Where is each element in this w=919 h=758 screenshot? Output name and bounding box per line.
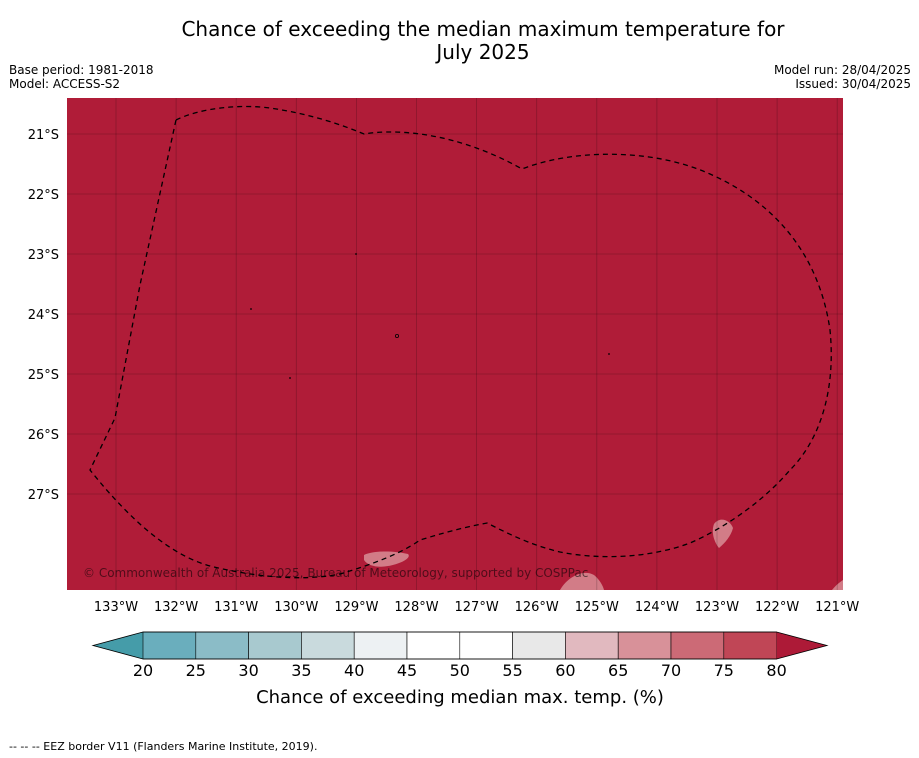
probability-patch (832, 580, 843, 590)
model-name: Model: ACCESS-S2 (9, 77, 121, 91)
title-line-2: July 2025 (436, 40, 530, 64)
colorbar-bin (248, 631, 302, 660)
eez-border (89, 105, 832, 579)
probability-patch (712, 519, 733, 548)
map-title: Chance of exceeding the median maximum t… (0, 18, 919, 64)
colorbar-extend-high (776, 632, 827, 659)
longitude-labels: 133°W 132°W 131°W 130°W 129°W 128°W 127°W 126°W… (94, 600, 860, 615)
island-marker (608, 353, 610, 355)
title-line-1: Chance of exceeding the median maximum t… (181, 17, 785, 41)
colorbar-tick-label: 20 (133, 661, 153, 680)
base-period: Base period: 1981-2018 (9, 63, 154, 77)
map-area (67, 98, 843, 590)
longitude-label: 128°W (394, 600, 438, 615)
issued-date: Issued: 30/04/2025 (795, 77, 911, 91)
colorbar-bin (512, 631, 566, 660)
longitude-label: 131°W (214, 600, 258, 615)
colorbar-tick-label: 50 (450, 661, 470, 680)
model-run-date: Model run: 28/04/2025 (773, 63, 911, 77)
longitude-label: 127°W (455, 600, 499, 615)
colorbar-tick-label: 65 (608, 661, 628, 680)
colorbar-tick-label: 75 (714, 661, 734, 680)
longitude-label: 130°W (274, 600, 318, 615)
longitude-label: 122°W (755, 600, 799, 615)
longitude-label: 126°W (515, 600, 559, 615)
copyright-notice: © Commonwealth of Australia 2025, Bureau… (83, 566, 588, 580)
colorbar-bin (723, 631, 777, 660)
colorbar-ticks: 20 25 30 35 40 45 50 55 60 65 70 75 80 (133, 661, 787, 680)
colorbar-tick-label: 35 (291, 661, 311, 680)
colorbar-tick-label: 45 (397, 661, 417, 680)
latitude-label: 26°S (28, 428, 59, 443)
colorbar-bin (301, 631, 355, 660)
colorbar (91, 631, 829, 660)
probability-patch (560, 572, 604, 590)
colorbar-bin (406, 631, 461, 660)
colorbar-tick-label: 55 (502, 661, 522, 680)
colorbar-tick-label: 80 (766, 661, 786, 680)
island-marker (355, 253, 357, 255)
latitude-label: 21°S (28, 128, 59, 143)
colorbar-tick-label: 25 (186, 661, 206, 680)
latitude-label: 25°S (28, 368, 59, 383)
islands (250, 253, 610, 379)
latitude-label: 23°S (28, 248, 59, 263)
colorbar-bin (617, 631, 672, 660)
longitude-label: 132°W (154, 600, 198, 615)
colorbar-tick-label: 70 (661, 661, 681, 680)
longitude-label: 133°W (94, 600, 138, 615)
longitude-label: 125°W (575, 600, 619, 615)
colorbar-bin (565, 631, 619, 660)
run-info: Model run: 28/04/2025 Issued: 30/04/2025 (774, 63, 911, 91)
colorbar-bin (195, 631, 249, 660)
island-marker (394, 333, 399, 338)
longitude-label: 121°W (815, 600, 859, 615)
colorbar-label: Chance of exceeding median max. temp. (%… (256, 687, 664, 708)
latitude-label: 24°S (28, 308, 59, 323)
longitude-label: 123°W (695, 600, 739, 615)
longitude-label: 124°W (635, 600, 679, 615)
longitude-label: 129°W (334, 600, 378, 615)
colorbar-tick-label: 40 (344, 661, 364, 680)
latitude-labels: 21°S 22°S 23°S 24°S 25°S 26°S 27°S (28, 128, 59, 503)
colorbar-tick-label: 30 (238, 661, 258, 680)
colorbar-bin (142, 631, 197, 660)
model-info: Base period: 1981-2018 Model: ACCESS-S2 (9, 63, 154, 91)
graticule (67, 98, 843, 590)
colorbar-tick-label: 60 (555, 661, 575, 680)
latitude-label: 22°S (28, 188, 59, 203)
colorbar-bin (459, 631, 513, 660)
colorbar-bin (670, 631, 725, 660)
island-marker (250, 308, 252, 310)
colorbar-outline (91, 631, 829, 660)
colorbar-extend-low (93, 632, 143, 659)
colorbar-bin (353, 631, 408, 660)
latitude-label: 27°S (28, 488, 59, 503)
island-marker (289, 377, 291, 379)
eez-footnote: -- -- -- EEZ border V11 (Flanders Marine… (9, 740, 318, 753)
